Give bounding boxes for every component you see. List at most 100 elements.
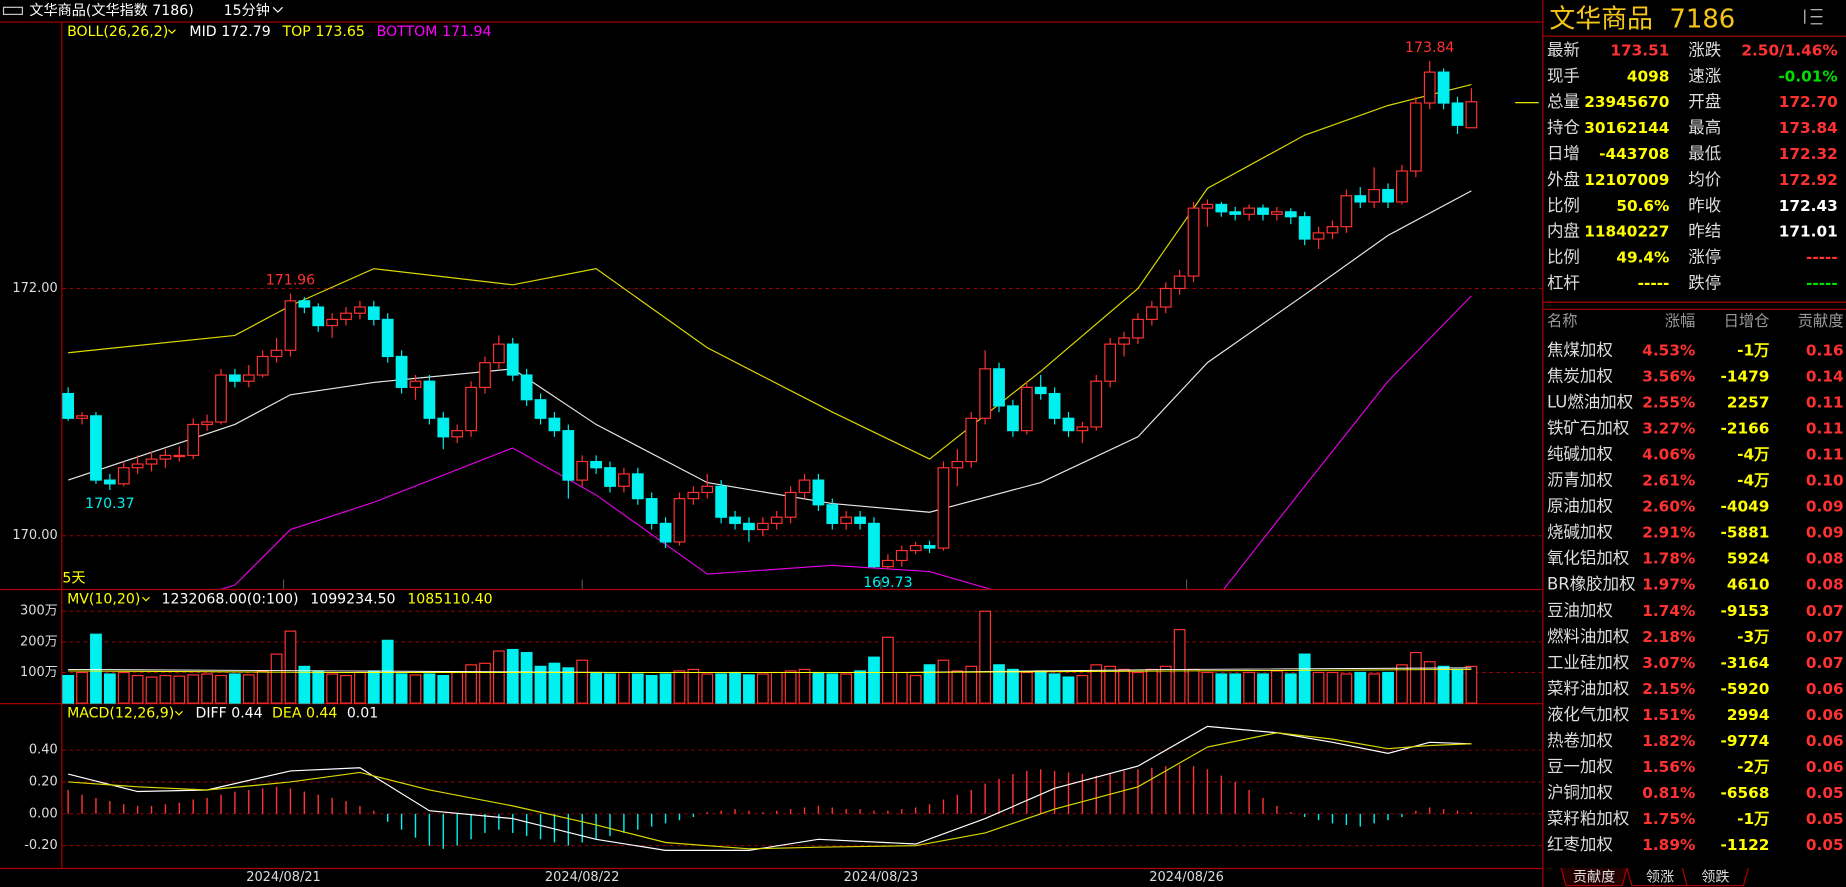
table-cell[interactable]: -1479 [1721, 368, 1770, 386]
table-cell[interactable]: 0.07 [1806, 654, 1844, 672]
table-cell[interactable]: 0.11 [1806, 420, 1844, 438]
table-cell[interactable]: 5924 [1727, 550, 1770, 568]
table-cell[interactable]: -1万 [1737, 810, 1769, 828]
tab-shape[interactable] [1681, 867, 1749, 887]
table-cell[interactable]: 原油加权 [1547, 497, 1613, 516]
table-cell[interactable]: 0.06 [1806, 732, 1844, 750]
table-cell[interactable]: -4万 [1737, 472, 1769, 490]
table-cell[interactable]: 菜籽粕加权 [1547, 809, 1629, 828]
table-cell[interactable]: 0.09 [1806, 524, 1844, 542]
table-cell[interactable]: 0.81% [1642, 784, 1695, 802]
table-cell[interactable]: 1.74% [1642, 602, 1695, 620]
table-cell[interactable]: 2994 [1727, 706, 1770, 724]
table-cell[interactable]: -2166 [1721, 420, 1770, 438]
table-cell[interactable]: 焦炭加权 [1547, 367, 1613, 386]
table-cell[interactable]: 1.97% [1642, 576, 1695, 594]
table-cell[interactable]: 0.05 [1806, 784, 1844, 802]
table-cell[interactable]: -5920 [1721, 680, 1770, 698]
table-cell[interactable]: 3.56% [1642, 368, 1695, 386]
table-cell[interactable]: -1万 [1737, 342, 1769, 360]
table-cell[interactable]: 0.14 [1806, 368, 1844, 386]
table-cell[interactable]: 0.11 [1806, 446, 1844, 464]
table-cell[interactable]: 0.10 [1806, 472, 1844, 490]
tab-label[interactable]: 领涨 [1646, 869, 1674, 885]
table-cell[interactable]: 3.27% [1642, 420, 1695, 438]
table-cell[interactable]: 1.89% [1642, 836, 1695, 854]
table-cell[interactable]: 0.08 [1806, 576, 1844, 594]
window-icon[interactable] [2, 6, 23, 15]
legend-value: DEA 0.44 [272, 706, 337, 722]
table-cell[interactable]: 1.82% [1642, 732, 1695, 750]
table-cell[interactable]: 工业硅加权 [1547, 653, 1629, 672]
table-cell[interactable]: 1.51% [1642, 706, 1695, 724]
table-cell[interactable]: 豆一加权 [1547, 757, 1613, 776]
table-cell[interactable]: 4610 [1727, 576, 1770, 594]
table-cell[interactable]: 0.16 [1806, 342, 1844, 360]
volume-bar [923, 664, 936, 704]
table-cell[interactable]: LU燃油加权 [1547, 393, 1633, 412]
table-cell[interactable]: -3万 [1737, 628, 1769, 646]
table-cell[interactable]: 氧化铝加权 [1547, 549, 1629, 568]
table-cell[interactable]: 1.75% [1642, 810, 1695, 828]
volume-bar [881, 636, 894, 704]
table-cell[interactable]: 纯碱加权 [1547, 445, 1613, 464]
table-cell[interactable]: 2.60% [1642, 498, 1695, 516]
table-cell[interactable]: 豆油加权 [1547, 601, 1613, 620]
table-cell[interactable]: 燃料油加权 [1547, 627, 1629, 646]
table-cell[interactable]: 0.06 [1806, 758, 1844, 776]
tab-label[interactable]: 领跌 [1701, 869, 1729, 885]
tab-label[interactable]: 贡献度 [1573, 869, 1615, 885]
table-cell[interactable]: 0.11 [1806, 394, 1844, 412]
table-cell[interactable]: 0.05 [1806, 810, 1844, 828]
table-cell[interactable]: -9153 [1721, 602, 1770, 620]
table-cell[interactable]: 2257 [1727, 394, 1770, 412]
table-cell[interactable]: 2.18% [1642, 628, 1695, 646]
table-cell[interactable]: 热卷加权 [1547, 731, 1613, 750]
dropdown-icon[interactable] [175, 710, 183, 716]
table-cell[interactable]: 液化气加权 [1547, 705, 1629, 724]
table-cell[interactable]: 4.53% [1642, 342, 1695, 360]
table-cell[interactable]: 烧碱加权 [1547, 523, 1613, 542]
period-select[interactable]: 15分钟 [224, 2, 270, 19]
quote-label: 开盘 [1688, 92, 1721, 111]
table-cell[interactable]: 2.55% [1642, 394, 1695, 412]
table-cell[interactable]: 1.56% [1642, 758, 1695, 776]
table-cell[interactable]: 0.05 [1806, 836, 1844, 854]
table-cell[interactable]: 菜籽油加权 [1547, 679, 1629, 698]
menu-icon[interactable] [1804, 9, 1823, 25]
table-cell[interactable]: 焦煤加权 [1547, 341, 1613, 360]
table-cell[interactable]: 0.07 [1806, 602, 1844, 620]
table-cell[interactable]: BR橡胶加权 [1547, 575, 1636, 594]
table-cell[interactable]: 1.78% [1642, 550, 1695, 568]
table-cell[interactable]: 沪铜加权 [1547, 783, 1613, 802]
table-cell[interactable]: -5881 [1721, 524, 1770, 542]
table-cell[interactable]: 2.61% [1642, 472, 1695, 490]
table-cell[interactable]: 4.06% [1642, 446, 1695, 464]
table-cell[interactable]: -2万 [1737, 758, 1769, 776]
table-cell[interactable]: 3.07% [1642, 654, 1695, 672]
candle-body [131, 463, 144, 469]
table-cell[interactable]: -1122 [1721, 836, 1770, 854]
dropdown-icon[interactable] [142, 596, 150, 602]
volume-bar [965, 665, 978, 704]
table-cell[interactable]: 0.09 [1806, 498, 1844, 516]
table-cell[interactable]: -4049 [1721, 498, 1770, 516]
table-cell[interactable]: -4万 [1737, 446, 1769, 464]
table-cell[interactable]: -3164 [1721, 654, 1770, 672]
table-cell[interactable]: 2.15% [1642, 680, 1695, 698]
table-cell[interactable]: 2.91% [1642, 524, 1695, 542]
dropdown-icon[interactable] [272, 6, 283, 13]
table-cell[interactable]: 铁矿石加权 [1547, 419, 1629, 438]
quote-label: 持仓 [1547, 118, 1580, 137]
tab-shape[interactable] [1560, 867, 1628, 887]
table-cell[interactable]: 0.06 [1806, 706, 1844, 724]
table-cell[interactable]: -6568 [1721, 784, 1770, 802]
table-cell[interactable]: 0.07 [1806, 628, 1844, 646]
table-cell[interactable]: 0.08 [1806, 550, 1844, 568]
table-cell[interactable]: 红枣加权 [1547, 835, 1613, 854]
table-cell[interactable]: -9774 [1721, 732, 1770, 750]
volume-bar [187, 674, 200, 704]
dropdown-icon[interactable] [167, 29, 176, 35]
table-cell[interactable]: 沥青加权 [1547, 471, 1613, 490]
table-cell[interactable]: 0.06 [1806, 680, 1844, 698]
